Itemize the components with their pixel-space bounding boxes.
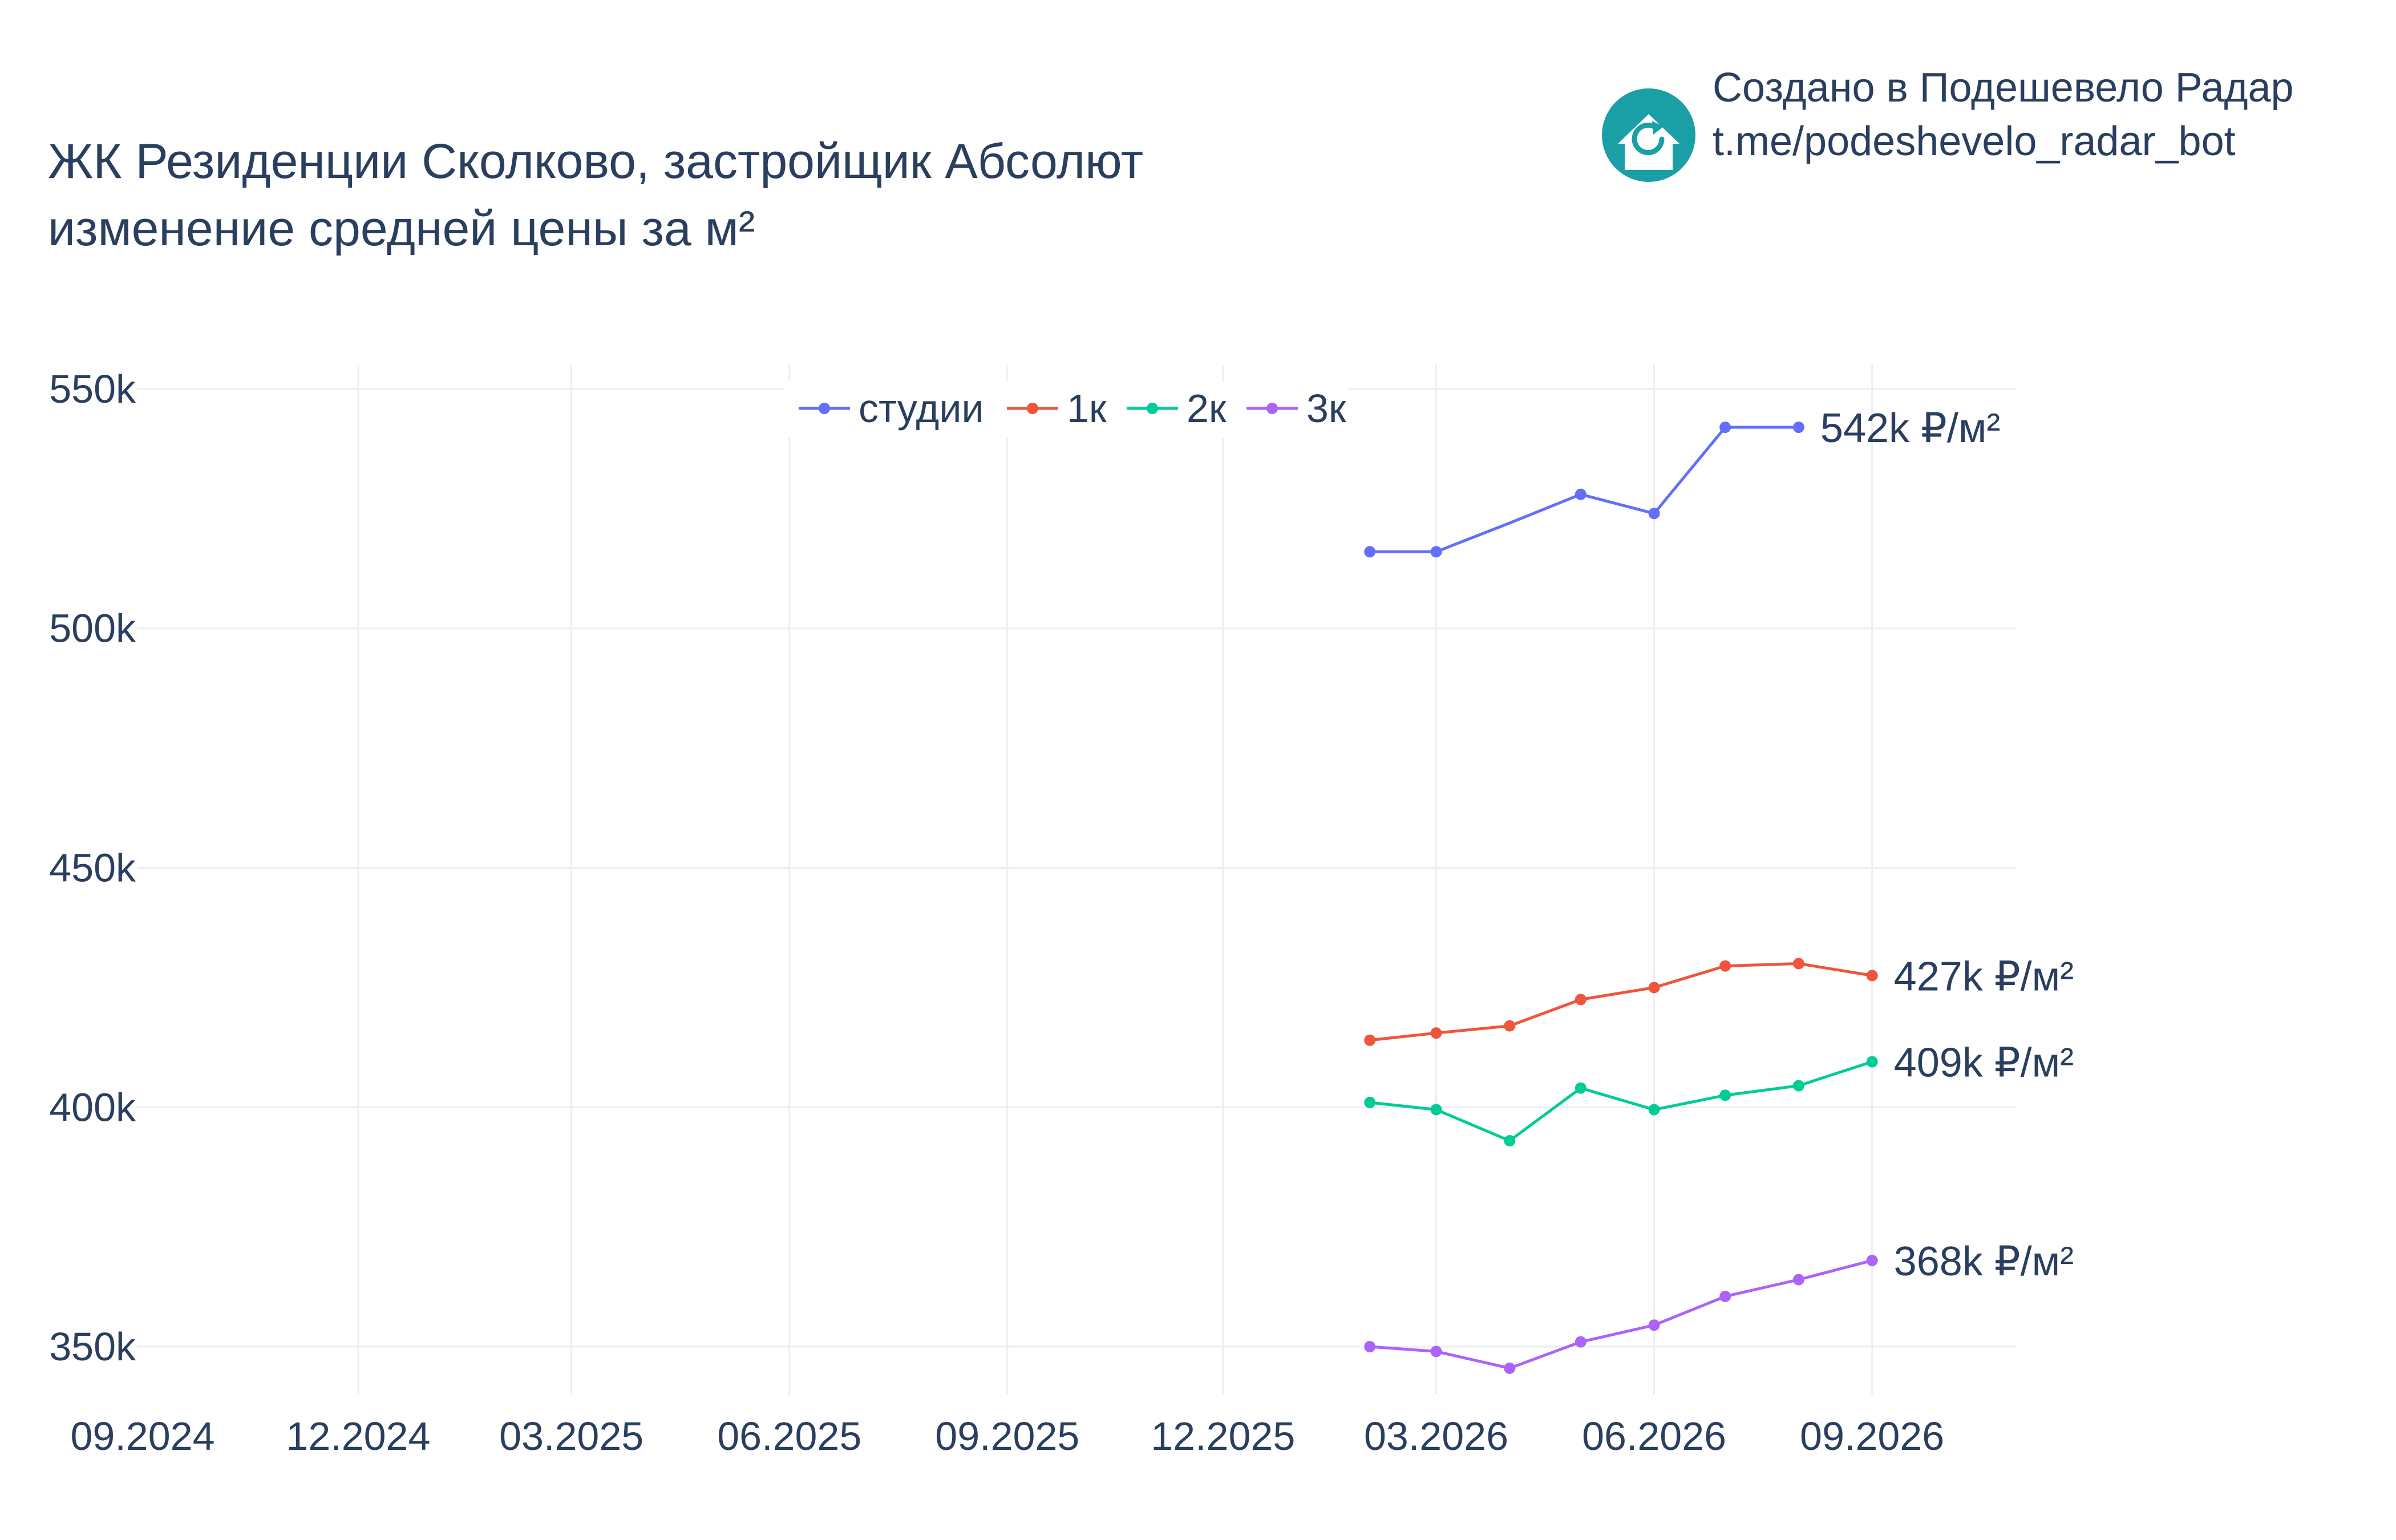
data-point[interactable] (1364, 546, 1376, 558)
data-point[interactable] (1719, 1089, 1731, 1101)
legend-item[interactable]: 2к (1127, 386, 1227, 431)
y-tick-label: 450k (49, 846, 136, 890)
data-point[interactable] (1792, 958, 1804, 970)
x-tick-label: 09.2026 (1800, 1414, 1944, 1458)
series-line (1369, 1060, 1873, 1142)
grid (137, 365, 2017, 1395)
data-point[interactable] (1575, 1082, 1586, 1094)
y-tick-label: 400k (49, 1085, 136, 1129)
data-point[interactable] (1364, 1096, 1376, 1108)
series-3 (1364, 1056, 1878, 1147)
data-point[interactable] (1364, 1034, 1376, 1046)
data-point[interactable] (1430, 1104, 1442, 1116)
x-tick-label: 09.2024 (70, 1414, 214, 1458)
y-tick-label: 550k (49, 367, 136, 411)
data-point[interactable] (1430, 1027, 1442, 1039)
end-value-label: 409k ₽/м² (1894, 1040, 2074, 1086)
data-point[interactable] (1866, 1056, 1878, 1068)
x-tick-label: 12.2025 (1151, 1414, 1295, 1458)
data-point[interactable] (1575, 994, 1586, 1006)
y-axis: 350k 400k 450k 500k 550k (49, 367, 136, 1369)
series-2 (1364, 958, 1878, 1046)
series-line (1370, 425, 1799, 553)
legend-item[interactable]: студии (799, 386, 984, 431)
credit-line1: Создано в Подешевело Радар (1713, 65, 2294, 111)
data-point[interactable] (1866, 1254, 1878, 1266)
legend[interactable]: студии 1к 2к 3к (784, 381, 1349, 438)
end-value-label: 542k ₽/м² (1820, 406, 2000, 451)
x-tick-label: 03.2026 (1364, 1414, 1508, 1458)
series-4 (1364, 1254, 1878, 1374)
data-point[interactable] (1575, 1336, 1586, 1348)
data-point[interactable] (1504, 1020, 1516, 1032)
data-point[interactable] (1430, 546, 1442, 558)
data-point[interactable] (1648, 1319, 1660, 1331)
x-axis: 09.2024 12.2024 03.2025 06.2025 09.2025 12.20… (70, 1414, 1944, 1458)
credit-block[interactable]: Создано в Подешевело Радар t.me/podeshev… (1602, 65, 2294, 182)
data-point[interactable] (1504, 1362, 1516, 1374)
data-point[interactable] (1866, 970, 1878, 982)
chart-title-line2: изменение средней цены за м² (48, 201, 755, 256)
end-value-label: 427k ₽/м² (1894, 954, 2074, 999)
y-tick-label: 500k (49, 606, 136, 651)
end-labels: 542k ₽/м² 427k ₽/м² 409k ₽/м² 368k ₽/м² (1820, 406, 2074, 1284)
end-value-label: 368k ₽/м² (1894, 1239, 2074, 1284)
legend-swatch-marker (819, 403, 830, 414)
x-tick-label: 06.2025 (717, 1414, 861, 1458)
data-point[interactable] (1792, 1274, 1804, 1286)
series-line (1370, 1259, 1873, 1370)
x-tick-label: 03.2025 (499, 1414, 643, 1458)
data-point[interactable] (1719, 1290, 1731, 1302)
legend-item[interactable]: 3к (1246, 386, 1346, 431)
data-point[interactable] (1575, 488, 1586, 500)
series-line (1369, 962, 1873, 1042)
house-refresh-icon (1602, 88, 1695, 182)
legend-label: студии (859, 386, 984, 431)
y-tick-label: 350k (49, 1324, 136, 1369)
data-point[interactable] (1648, 982, 1660, 994)
series-1 (1364, 422, 1804, 558)
legend-swatch-marker (1147, 403, 1158, 414)
x-tick-label: 06.2026 (1582, 1414, 1726, 1458)
data-point[interactable] (1719, 960, 1731, 972)
legend-item[interactable]: 1к (1007, 386, 1107, 431)
data-point[interactable] (1792, 1080, 1804, 1092)
series-layer (1364, 422, 1878, 1374)
credit-link[interactable]: t.me/podeshevelo_radar_bot (1713, 119, 2236, 164)
x-tick-label: 12.2024 (286, 1414, 430, 1458)
legend-label: 2к (1187, 386, 1227, 431)
data-point[interactable] (1504, 1135, 1516, 1147)
chart-title-line1: ЖК Резиденции Сколково, застройщик Абсол… (48, 134, 1143, 189)
data-point[interactable] (1364, 1341, 1376, 1353)
x-tick-label: 09.2025 (935, 1414, 1079, 1458)
legend-label: 3к (1306, 386, 1346, 431)
data-point[interactable] (1719, 422, 1731, 433)
data-point[interactable] (1792, 422, 1804, 433)
legend-swatch-marker (1027, 403, 1038, 414)
legend-label: 1к (1067, 386, 1107, 431)
data-point[interactable] (1648, 1104, 1660, 1116)
data-point[interactable] (1648, 508, 1660, 520)
legend-swatch-marker (1266, 403, 1278, 414)
data-point[interactable] (1430, 1346, 1442, 1357)
